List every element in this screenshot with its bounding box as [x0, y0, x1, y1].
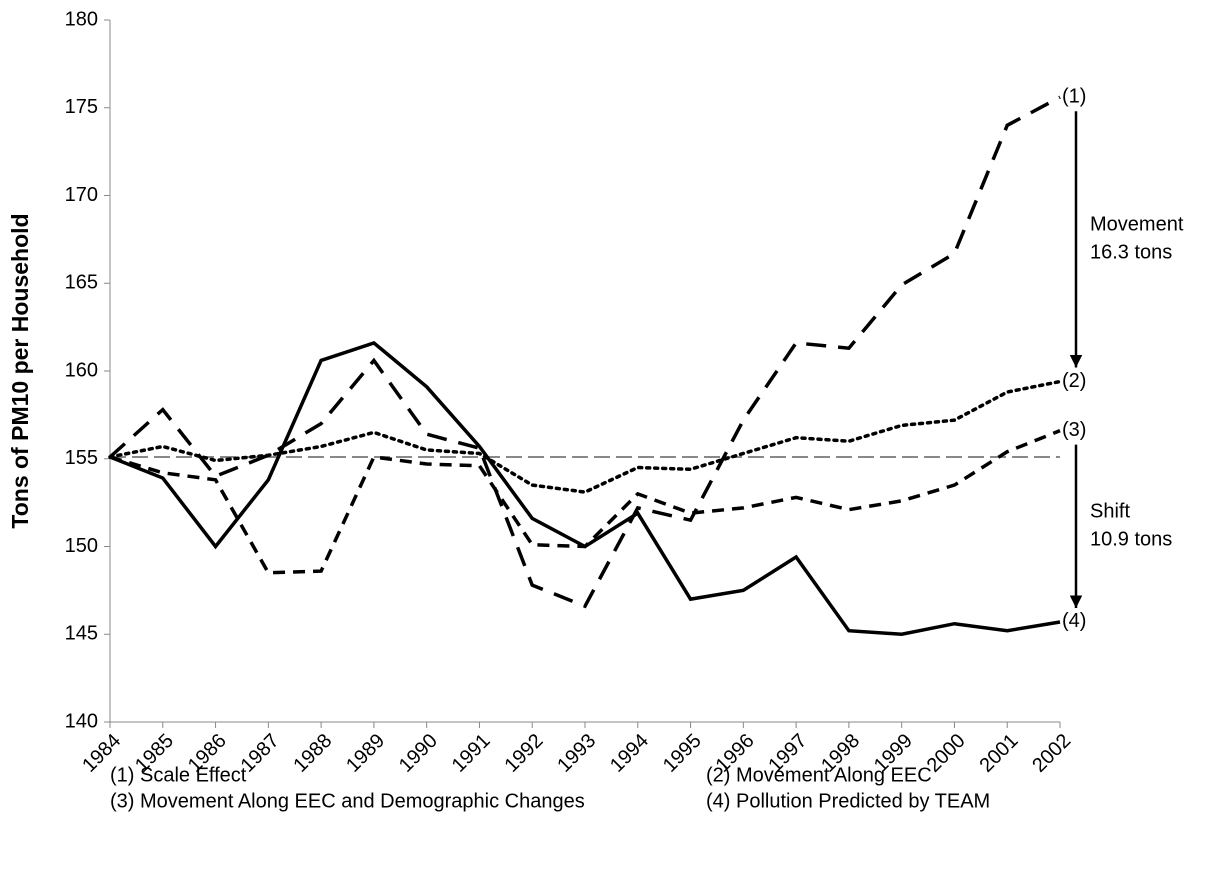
end-label: (1): [1062, 86, 1086, 108]
y-tick-label: 175: [65, 96, 98, 118]
y-tick-label: 160: [65, 359, 98, 381]
y-tick-label: 145: [65, 623, 98, 645]
annotation-text: 10.9 tons: [1090, 529, 1172, 551]
x-tick-label: 1992: [500, 730, 547, 777]
annotation-text: Movement: [1090, 214, 1184, 236]
x-tick-label: 1995: [659, 730, 706, 777]
x-tick-label: 1988: [289, 730, 336, 777]
x-tick-label: 2002: [1028, 730, 1075, 777]
legend-entry: (1) Scale Effect: [110, 764, 247, 786]
y-tick-label: 155: [65, 447, 98, 469]
x-tick-label: 1990: [395, 730, 442, 777]
x-tick-label: 1994: [606, 730, 653, 777]
y-tick-label: 150: [65, 535, 98, 557]
y-tick-label: 170: [65, 184, 98, 206]
y-axis-label: Tons of PM10 per Household: [7, 213, 33, 528]
legend-entry: (3) Movement Along EEC and Demographic C…: [110, 790, 585, 812]
x-tick-label: 2001: [975, 730, 1022, 777]
annotation-text: 16.3 tons: [1090, 242, 1172, 264]
legend-entry: (2) Movement Along EEC: [706, 764, 932, 786]
x-tick-label: 1989: [342, 730, 389, 777]
series-line: [108, 95, 1061, 609]
y-tick-label: 140: [65, 710, 98, 732]
end-label: (3): [1062, 419, 1086, 441]
end-label: (4): [1062, 610, 1086, 632]
series-line: [108, 379, 1062, 494]
y-tick-label: 180: [65, 8, 98, 30]
x-tick-label: 1991: [448, 730, 495, 777]
x-tick-label: 1993: [553, 730, 600, 777]
y-tick-label: 165: [65, 272, 98, 294]
annotation-text: Shift: [1090, 501, 1130, 523]
series-line: [109, 340, 1061, 637]
end-label: (2): [1062, 370, 1086, 392]
legend-entry: (4) Pollution Predicted by TEAM: [706, 790, 990, 812]
